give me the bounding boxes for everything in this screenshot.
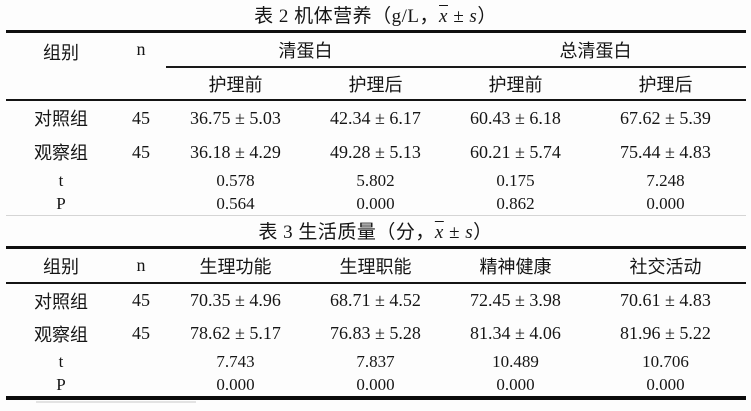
n-cell bbox=[117, 350, 166, 373]
n-cell: 45 bbox=[132, 323, 150, 343]
table3-header-group: 组别 bbox=[5, 247, 117, 284]
value-cell: 76.83 ± 5.28 bbox=[330, 323, 421, 343]
table2-subheader-pre-2: 护理前 bbox=[445, 67, 586, 101]
table3-title-suffix: ） bbox=[473, 222, 493, 243]
row-label: 对照组 bbox=[34, 109, 88, 129]
value-cell: 0.578 bbox=[216, 170, 255, 190]
value-cell: 60.43 ± 6.18 bbox=[470, 107, 561, 128]
value-cell: 70.61 ± 4.83 bbox=[620, 290, 711, 310]
value-cell: 60.21 ± 5.74 bbox=[470, 141, 561, 162]
table2-header-total-albumin: 总清蛋白 bbox=[445, 31, 746, 68]
table3-header-n: n bbox=[116, 247, 166, 284]
value-cell: 0.862 bbox=[445, 192, 586, 216]
value-cell: 70.35 ± 4.96 bbox=[190, 290, 281, 310]
value-cell: 0.000 bbox=[646, 374, 685, 394]
value-cell: 0.000 bbox=[496, 374, 535, 394]
table3-header-mental-health: 精神健康 bbox=[445, 247, 586, 284]
value-cell: 7.248 bbox=[646, 170, 685, 190]
value-cell: 75.44 ± 4.83 bbox=[620, 141, 711, 162]
table3-row-observation: 观察组 45 78.62 ± 5.17 76.83 ± 5.28 81.34 ±… bbox=[6, 317, 746, 350]
table3-quality-of-life: 组别 n 生理功能 生理职能 精神健康 社交活动 对照组 45 70.35 ± … bbox=[5, 246, 746, 400]
table3-row-p: P 0.000 0.000 0.000 0.000 bbox=[6, 373, 746, 398]
table2-subheader-pre-1: 护理前 bbox=[165, 67, 306, 101]
table2-header-n: n bbox=[116, 31, 166, 101]
table3-row-control: 对照组 45 70.35 ± 4.96 68.71 ± 4.52 72.45 ±… bbox=[6, 283, 746, 317]
value-cell: 5.802 bbox=[356, 170, 395, 190]
xbar-symbol: x bbox=[434, 222, 444, 243]
value-cell: 42.34 ± 6.17 bbox=[330, 107, 421, 128]
value-cell: 7.837 bbox=[356, 351, 395, 371]
table2-row-p: P 0.564 0.000 0.862 0.000 bbox=[5, 192, 746, 216]
value-cell: 49.28 ± 5.13 bbox=[330, 141, 421, 162]
plus-minus-s: ± s bbox=[443, 222, 474, 243]
plus-minus-s: ± s bbox=[447, 6, 478, 27]
table3-row-t: t 7.743 7.837 10.489 10.706 bbox=[6, 350, 746, 373]
row-label: P bbox=[56, 374, 66, 394]
value-cell: 81.34 ± 4.06 bbox=[470, 323, 561, 343]
table2-row-control: 对照组 45 36.75 ± 5.03 42.34 ± 6.17 60.43 ±… bbox=[6, 100, 746, 135]
n-cell: 45 bbox=[132, 290, 150, 310]
value-cell: 10.706 bbox=[642, 351, 689, 371]
value-cell: 10.489 bbox=[492, 351, 539, 371]
value-cell: 36.18 ± 4.29 bbox=[190, 141, 281, 162]
value-cell: 0.564 bbox=[165, 192, 306, 216]
table2-row-observation: 观察组 45 36.18 ± 4.29 49.28 ± 5.13 60.21 ±… bbox=[6, 135, 746, 169]
n-cell: 45 bbox=[132, 141, 150, 162]
table2-title-prefix: 表 2 机体营养（g/L， bbox=[254, 6, 440, 27]
row-label: 观察组 bbox=[34, 324, 88, 345]
row-label: 对照组 bbox=[34, 291, 88, 312]
table2-header-group: 组别 bbox=[5, 31, 117, 101]
n-cell: 45 bbox=[132, 107, 150, 128]
row-label: P bbox=[5, 192, 117, 216]
n-cell bbox=[116, 192, 166, 216]
row-label: t bbox=[58, 351, 64, 371]
value-cell: 0.000 bbox=[216, 374, 255, 394]
table2-subheader-post-1: 护理后 bbox=[305, 67, 446, 101]
table2-header-row-1: 组别 n 清蛋白 总清蛋白 bbox=[5, 31, 746, 101]
value-cell: 7.743 bbox=[216, 351, 255, 371]
table3-title-prefix: 表 3 生活质量（分， bbox=[258, 222, 435, 243]
value-cell: 67.62 ± 5.39 bbox=[620, 107, 711, 128]
table2-subheader-post-2: 护理后 bbox=[585, 67, 746, 101]
table2-row-t: t 0.578 5.802 0.175 7.248 bbox=[6, 169, 746, 192]
value-cell: 0.000 bbox=[356, 374, 395, 394]
value-cell: 81.96 ± 5.22 bbox=[620, 323, 711, 343]
table3-header-row: 组别 n 生理功能 生理职能 精神健康 社交活动 bbox=[5, 247, 746, 284]
table2-header-row-2: 护理前 护理后 护理前 护理后 bbox=[6, 67, 746, 101]
table3-header-physical-role: 生理职能 bbox=[305, 247, 446, 284]
row-label: t bbox=[58, 170, 64, 190]
value-cell: 0.000 bbox=[585, 192, 746, 216]
table2-title: 表 2 机体营养（g/L，x ± s） bbox=[0, 3, 751, 30]
value-cell: 72.45 ± 3.98 bbox=[470, 290, 561, 310]
row-label: 观察组 bbox=[34, 143, 88, 163]
value-cell: 36.75 ± 5.03 bbox=[190, 107, 281, 128]
table3-title: 表 3 生活质量（分，x ± s） bbox=[0, 219, 751, 246]
value-cell: 0.000 bbox=[305, 192, 446, 216]
table3-header-physical-function: 生理功能 bbox=[165, 247, 306, 284]
n-cell bbox=[117, 373, 166, 398]
xbar-symbol: x bbox=[439, 6, 448, 27]
value-cell: 78.62 ± 5.17 bbox=[190, 323, 281, 343]
value-cell: 0.175 bbox=[496, 170, 535, 190]
table2-nutrition: 组别 n 清蛋白 总清蛋白 护理前 护理后 护理前 护理后 对照组 45 36.… bbox=[5, 30, 746, 216]
table3-header-social-activity: 社交活动 bbox=[585, 247, 746, 284]
table2-header-albumin: 清蛋白 bbox=[165, 31, 446, 68]
scan-artifact bbox=[36, 401, 196, 403]
table2-title-suffix: ） bbox=[477, 6, 497, 27]
value-cell: 68.71 ± 4.52 bbox=[330, 290, 421, 310]
n-cell bbox=[117, 169, 166, 192]
